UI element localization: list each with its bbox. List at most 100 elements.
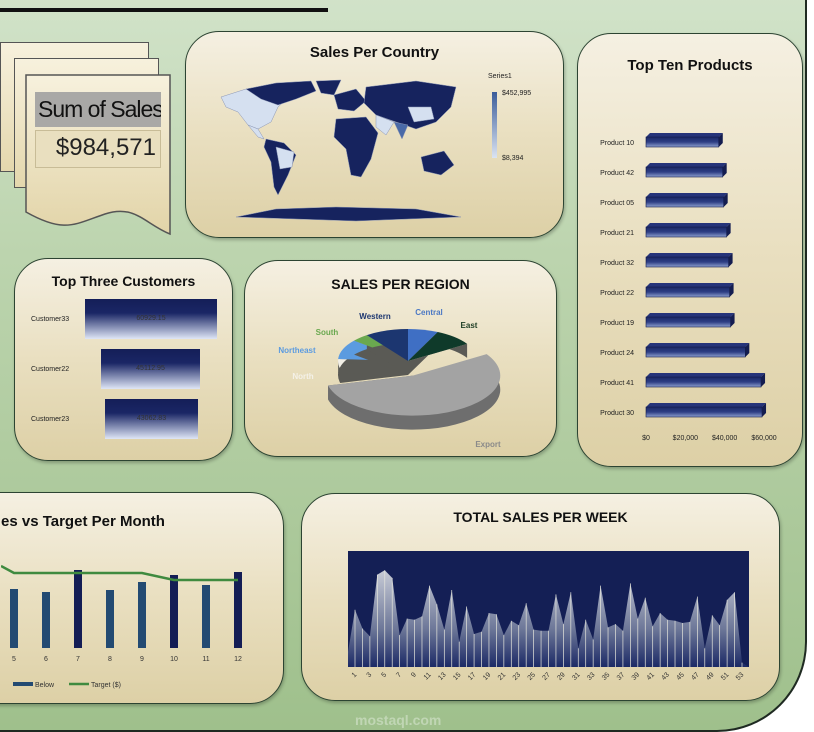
product-bar-side bbox=[761, 373, 766, 387]
week-tick-label: 37 bbox=[616, 671, 627, 682]
pie-slice-western bbox=[366, 329, 408, 361]
pie-slice-export bbox=[328, 354, 501, 416]
week-tick-label: 21 bbox=[497, 671, 508, 682]
week-tick-label: 51 bbox=[720, 671, 731, 682]
week-tick-label: 29 bbox=[556, 671, 567, 682]
product-label: Product 42 bbox=[600, 170, 634, 177]
product-bar-top bbox=[646, 223, 731, 227]
pie-label-north: North bbox=[292, 372, 313, 381]
week-tick-label: 53 bbox=[735, 671, 746, 682]
customers-chart: Customer33 60929.15 Customer22 45112.95 Cust… bbox=[15, 259, 234, 462]
customer-bar: 45112.95 bbox=[101, 349, 200, 389]
product-bar-side bbox=[723, 193, 728, 207]
week-tick-label: 45 bbox=[675, 671, 686, 682]
product-bar-side bbox=[726, 223, 731, 237]
map-europe bbox=[333, 88, 367, 112]
product-bar bbox=[645, 316, 731, 328]
month-bar bbox=[234, 572, 242, 648]
product-label: Product 32 bbox=[600, 260, 634, 267]
map-antarctica bbox=[235, 206, 462, 222]
product-bar-top bbox=[646, 403, 767, 407]
map-legend-gradient bbox=[492, 92, 497, 158]
product-bar-top bbox=[646, 343, 750, 347]
product-bar-side bbox=[718, 133, 723, 147]
target-line bbox=[1, 564, 238, 582]
map-greenland bbox=[315, 79, 342, 96]
product-bar-top bbox=[646, 133, 723, 137]
map-brazil bbox=[275, 146, 295, 170]
product-label: Product 22 bbox=[600, 290, 634, 297]
month-label: 8 bbox=[108, 656, 112, 663]
week-tick-label: 19 bbox=[482, 671, 493, 682]
map-middle-east bbox=[375, 114, 395, 136]
product-label: Product 05 bbox=[600, 200, 634, 207]
products-chart: Product 10 Product 42 Product 05 Product 21… bbox=[600, 133, 777, 442]
product-bar-side bbox=[729, 283, 734, 297]
pie-label-western: Western bbox=[359, 312, 391, 321]
kpi-value-cell: $984,571 bbox=[35, 130, 161, 168]
header-rule bbox=[0, 8, 328, 12]
week-tick-label: 3 bbox=[366, 671, 374, 679]
x-tick-label: $0 bbox=[642, 435, 650, 442]
week-tick-label: 5 bbox=[380, 671, 388, 679]
product-bar bbox=[645, 256, 729, 268]
pie-slice-central bbox=[408, 329, 438, 361]
product-label: Product 24 bbox=[600, 350, 634, 357]
month-bar bbox=[202, 585, 210, 648]
map-legend-max: $452,995 bbox=[502, 90, 532, 97]
product-label: Product 10 bbox=[600, 140, 634, 147]
month-bar bbox=[10, 589, 18, 648]
month-bar bbox=[42, 592, 50, 648]
product-bar-side bbox=[762, 403, 767, 417]
week-tick-label: 23 bbox=[512, 671, 523, 682]
legend-below-label: Below bbox=[35, 682, 55, 689]
product-bar bbox=[645, 286, 730, 298]
week-tick-label: 35 bbox=[601, 671, 612, 682]
pie-label-northeast: Northeast bbox=[278, 346, 316, 355]
week-tick-label: 41 bbox=[646, 671, 657, 682]
week-tick-label: 17 bbox=[467, 671, 478, 682]
week-tick-label: 15 bbox=[452, 671, 463, 682]
customer-label: Customer23 bbox=[31, 416, 70, 423]
legend-target-label: Target ($) bbox=[91, 682, 121, 689]
product-bar-side bbox=[730, 313, 735, 327]
month-bar bbox=[138, 582, 146, 648]
map-legend-min: $8,394 bbox=[502, 155, 524, 162]
month-bar bbox=[74, 570, 82, 648]
product-bar-side bbox=[728, 253, 733, 267]
kpi-header: Sum of Sales bbox=[35, 92, 161, 127]
product-bar-side bbox=[745, 343, 750, 357]
x-tick-label: $20,000 bbox=[673, 435, 698, 442]
world-map[interactable] bbox=[216, 77, 476, 227]
month-label: 9 bbox=[140, 656, 144, 663]
product-bar bbox=[645, 166, 723, 178]
product-bar-top bbox=[646, 313, 735, 317]
pie-label-export: Export bbox=[475, 440, 501, 449]
week-tick-label: 9 bbox=[410, 671, 418, 679]
sales-per-region-card: SALES PER REGION Central East Export North N… bbox=[244, 260, 557, 457]
top-ten-products-card: Top Ten Products Product 10 Product 42 Pro… bbox=[577, 33, 803, 467]
week-tick-label: 43 bbox=[661, 671, 672, 682]
sales-vs-target-card: es vs Target Per Month 5 6 7 8 9 10 11 12 Below T… bbox=[0, 492, 284, 704]
product-bar bbox=[645, 346, 746, 358]
weekly-area bbox=[348, 570, 749, 667]
week-tick-label: 27 bbox=[541, 671, 552, 682]
week-tick-label: 47 bbox=[690, 671, 701, 682]
pie-label-east: East bbox=[461, 321, 478, 330]
month-bar bbox=[106, 590, 114, 648]
map-legend-title: Series1 bbox=[488, 73, 512, 80]
customer-label: Customer33 bbox=[31, 316, 70, 323]
map-title: Sales Per Country bbox=[309, 44, 440, 61]
pie-slice-east bbox=[408, 332, 468, 361]
product-bar-side bbox=[722, 163, 727, 177]
month-label: 7 bbox=[76, 656, 80, 663]
month-bar bbox=[170, 575, 178, 648]
weekly-chart: 1 3 5 7 9 11 13 15 17 19 21 23 25 27 29 31 33 35 37 39 41 43 4… bbox=[348, 551, 749, 682]
region-title: SALES PER REGION bbox=[331, 276, 470, 292]
map-china bbox=[407, 106, 435, 123]
week-tick-label: 11 bbox=[423, 671, 433, 681]
product-label: Product 21 bbox=[600, 230, 634, 237]
pie-label-central: Central bbox=[415, 308, 443, 317]
week-tick-label: 25 bbox=[527, 671, 538, 682]
map-africa bbox=[333, 116, 379, 178]
